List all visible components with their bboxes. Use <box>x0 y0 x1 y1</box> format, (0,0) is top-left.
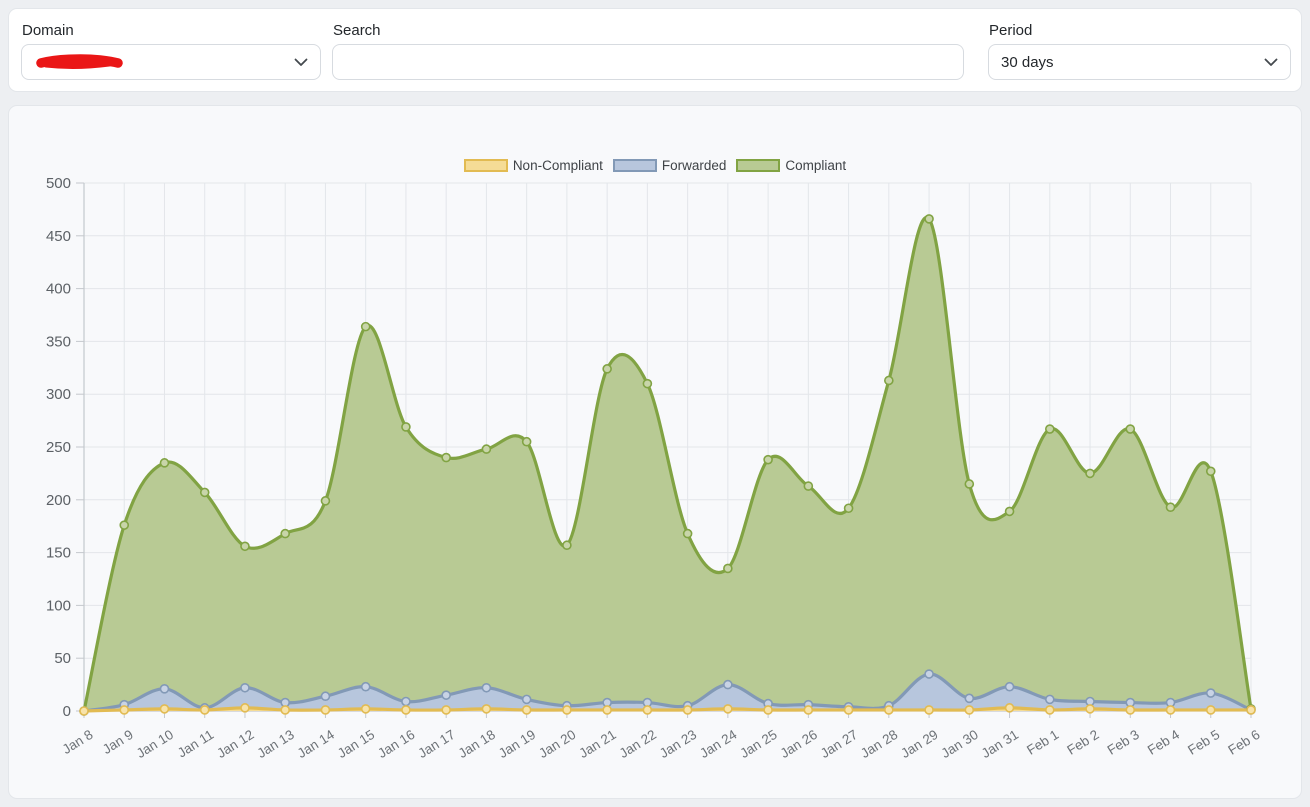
svg-text:300: 300 <box>46 386 71 403</box>
legend-swatch <box>463 159 508 172</box>
svg-text:Jan 12: Jan 12 <box>214 727 256 761</box>
svg-text:100: 100 <box>46 597 71 614</box>
legend-label: Non-Compliant <box>512 158 603 173</box>
legend-swatch <box>736 159 781 172</box>
compliance-area-chart: 0 50 100 150 200 250 300 350 400 450 500 Jan 8 Jan 9… <box>46 175 1263 761</box>
svg-text:Feb 5: Feb 5 <box>1185 727 1222 758</box>
svg-text:Feb 1: Feb 1 <box>1024 727 1061 758</box>
svg-text:Jan 8: Jan 8 <box>60 727 96 757</box>
svg-text:200: 200 <box>46 492 71 509</box>
svg-text:Jan 11: Jan 11 <box>175 727 216 761</box>
legend-item-compliant: Compliant <box>736 158 846 173</box>
svg-text:Jan 14: Jan 14 <box>295 727 338 761</box>
svg-text:Jan 18: Jan 18 <box>456 727 498 761</box>
period-label: Period <box>989 22 1033 39</box>
search-field-group: Search <box>332 23 964 80</box>
legend-label: Compliant <box>785 158 847 173</box>
domain-field-group: Domain <box>21 23 321 80</box>
svg-text:Jan 30: Jan 30 <box>939 727 981 761</box>
svg-text:Jan 9: Jan 9 <box>100 727 136 757</box>
search-input[interactable] <box>332 44 964 80</box>
chevron-down-icon <box>294 58 308 66</box>
svg-text:Feb 6: Feb 6 <box>1225 727 1262 758</box>
svg-text:Jan 24: Jan 24 <box>697 727 740 761</box>
svg-text:Jan 22: Jan 22 <box>617 727 659 761</box>
svg-text:Jan 10: Jan 10 <box>134 727 176 761</box>
svg-text:Jan 28: Jan 28 <box>858 727 900 761</box>
svg-text:350: 350 <box>46 333 71 350</box>
svg-text:400: 400 <box>46 281 71 298</box>
legend-item-forwarded: Forwarded <box>612 158 727 173</box>
legend-item-non-compliant: Non-Compliant <box>463 158 603 173</box>
svg-text:Jan 15: Jan 15 <box>335 727 377 761</box>
svg-text:Jan 23: Jan 23 <box>657 727 699 761</box>
svg-text:Jan 21: Jan 21 <box>576 727 618 761</box>
period-select[interactable]: 30 days <box>988 44 1291 80</box>
svg-text:Jan 26: Jan 26 <box>778 727 820 761</box>
svg-text:150: 150 <box>46 545 71 562</box>
domain-select[interactable] <box>21 44 321 80</box>
svg-text:Jan 29: Jan 29 <box>898 727 940 761</box>
svg-text:500: 500 <box>46 175 71 192</box>
filter-bar: Domain Search Period 30 days <box>8 8 1302 92</box>
period-field-group: Period 30 days <box>988 23 1291 80</box>
chart-legend: Non-Compliant Forwarded Compliant <box>9 158 1301 173</box>
legend-swatch <box>612 159 657 172</box>
svg-text:0: 0 <box>63 703 71 720</box>
svg-text:Jan 13: Jan 13 <box>254 727 296 761</box>
svg-text:Jan 31: Jan 31 <box>979 727 1021 761</box>
redacted-domain-value-scribble <box>36 54 123 69</box>
svg-text:Jan 16: Jan 16 <box>375 727 417 761</box>
svg-text:Feb 4: Feb 4 <box>1145 727 1183 758</box>
svg-text:Jan 19: Jan 19 <box>496 727 538 761</box>
svg-text:450: 450 <box>46 228 71 245</box>
svg-text:Feb 3: Feb 3 <box>1105 727 1142 758</box>
svg-text:250: 250 <box>46 439 71 456</box>
domain-label: Domain <box>22 22 74 39</box>
svg-text:Jan 27: Jan 27 <box>818 727 860 761</box>
chart-card: 0 50 100 150 200 250 300 350 400 450 500 Jan 8 Jan 9… <box>8 105 1302 799</box>
svg-text:Feb 2: Feb 2 <box>1064 727 1101 758</box>
chevron-down-icon <box>1264 58 1278 66</box>
svg-text:Jan 17: Jan 17 <box>415 727 457 761</box>
svg-text:Jan 25: Jan 25 <box>737 727 779 761</box>
period-selected-value: 30 days <box>1001 53 1054 71</box>
search-label: Search <box>333 22 381 39</box>
legend-label: Forwarded <box>661 158 727 173</box>
svg-text:Jan 20: Jan 20 <box>536 727 578 761</box>
svg-text:50: 50 <box>54 650 71 667</box>
